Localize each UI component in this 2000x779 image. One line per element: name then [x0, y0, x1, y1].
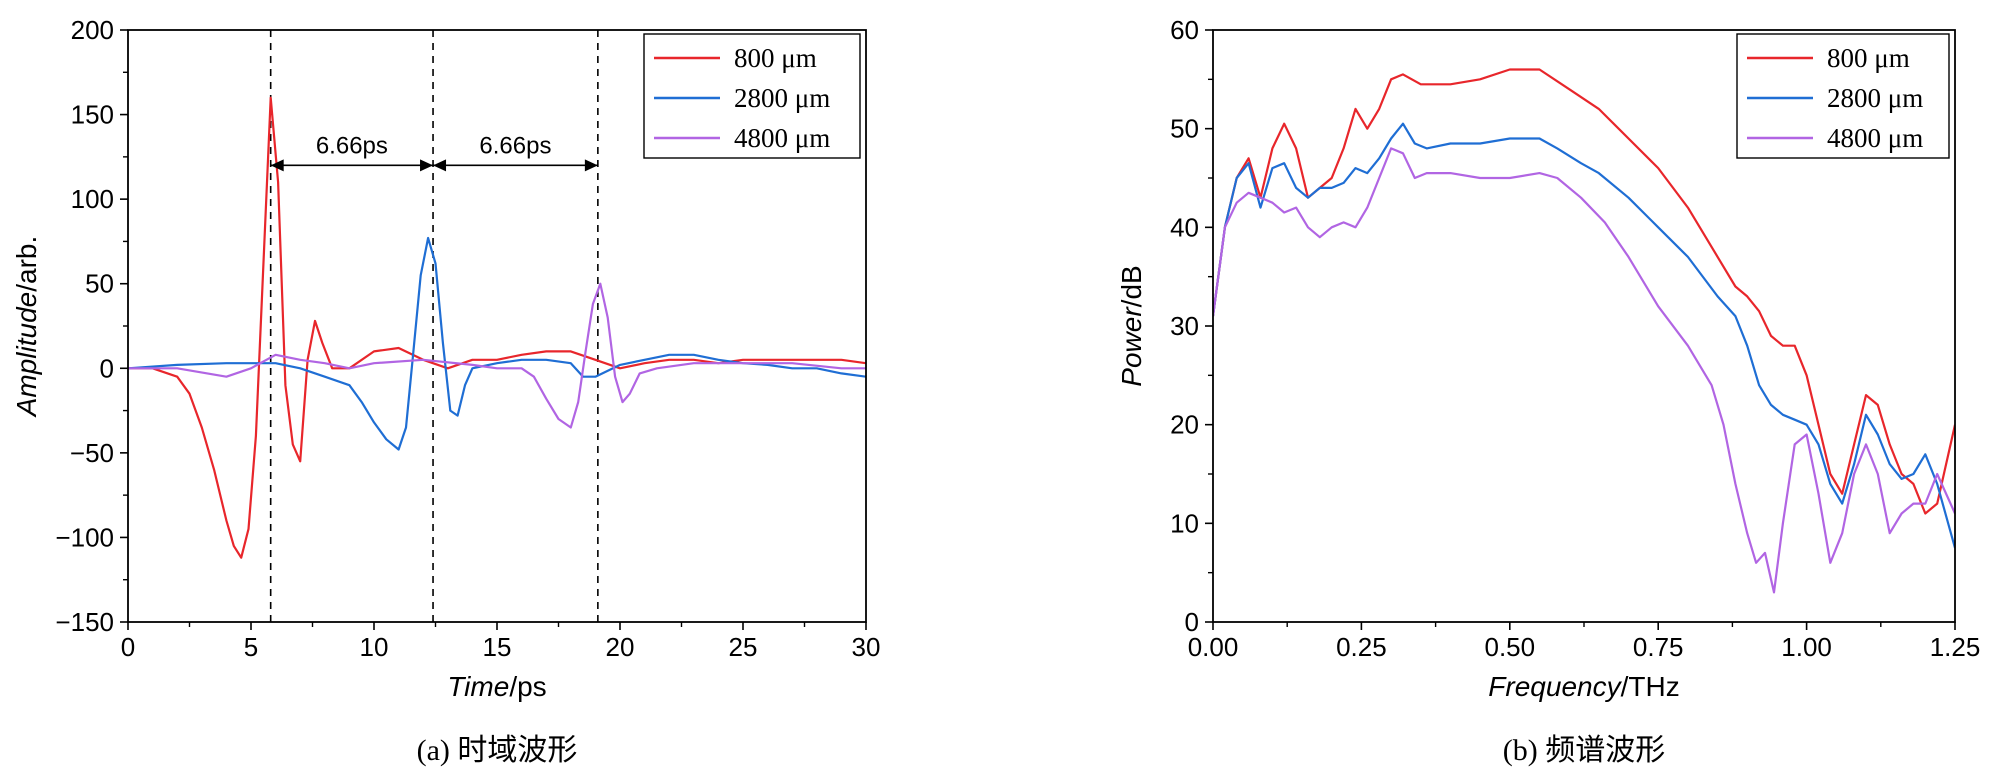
arrow-head	[584, 159, 598, 172]
x-tick-label: 15	[483, 632, 512, 662]
x-axis-label-unit: /THz	[1621, 671, 1680, 702]
y-tick-label: 150	[71, 100, 114, 130]
panel-caption: (b) 频谱波形	[1503, 734, 1665, 767]
x-tick-label: 0	[121, 632, 135, 662]
y-axis-label-unit: /dB	[1116, 265, 1147, 307]
y-tick-label: 0	[100, 353, 114, 383]
panel-b-spectrum-chart: 0.00 0.25 0.50 0.75 1.00 1.25 0 10 20 30 40 50 60 Fre…	[1116, 15, 1980, 767]
arrow-head	[270, 159, 284, 172]
x-axis-label-quantity: Time	[447, 671, 509, 702]
y-tick-label: 50	[85, 269, 114, 299]
interval-label: 6.66ps	[316, 132, 388, 159]
y-tick-label: −150	[55, 607, 114, 637]
y-axis-label-unit: /arb.	[11, 236, 42, 292]
x-axis-label-unit: /ps	[509, 671, 546, 702]
y-tick-label: 10	[1170, 508, 1199, 538]
x-axis-label: Frequency/THz	[1488, 671, 1679, 702]
y-tick-label: 30	[1170, 311, 1199, 341]
legend-label-1: 2800 μm	[734, 83, 830, 113]
x-tick-label: 20	[606, 632, 635, 662]
y-axis-label: Power/dB	[1116, 265, 1147, 386]
y-tick-label: −50	[70, 438, 114, 468]
y-tick-label: 40	[1170, 212, 1199, 242]
legend-label-2: 4800 μm	[1827, 123, 1923, 153]
panel-a-time-domain-chart: 6.66ps 6.66ps 0 5 10 15 20 25 30 −150 −100 −50 0 50 10…	[11, 15, 880, 767]
series-line-0	[1213, 68, 1955, 515]
y-tick-label: 20	[1170, 410, 1199, 440]
legend-label-2: 4800 μm	[734, 123, 830, 153]
y-tick-label: −100	[55, 522, 114, 552]
arrow-head	[420, 159, 434, 172]
interval-label: 6.66ps	[479, 132, 551, 159]
series-line-2	[1213, 147, 1955, 594]
x-tick-label: 10	[360, 632, 389, 662]
y-tick-label: 200	[71, 15, 114, 45]
x-tick-label: 0.50	[1484, 632, 1535, 662]
series-line-2	[128, 282, 866, 429]
legend-label-1: 2800 μm	[1827, 83, 1923, 113]
x-axis-label: Time/ps	[447, 671, 546, 702]
y-tick-label: 60	[1170, 15, 1199, 45]
x-axis-label-quantity: Frequency	[1488, 671, 1622, 702]
y-tick-label: 100	[71, 184, 114, 214]
series-line-0	[128, 96, 866, 559]
y-axis-label: Amplitude/arb.	[11, 236, 42, 419]
x-tick-label: 1.00	[1781, 632, 1832, 662]
y-axis-label-quantity: Amplitude	[11, 292, 42, 419]
arrow-head	[433, 159, 447, 172]
y-axis-label-quantity: Power	[1116, 306, 1147, 387]
x-tick-label: 30	[852, 632, 881, 662]
legend-label-0: 800 μm	[1827, 43, 1910, 73]
y-tick-label: 50	[1170, 114, 1199, 144]
x-tick-label: 25	[729, 632, 758, 662]
panel-caption: (a) 时域波形	[417, 734, 578, 767]
series-line-1	[1213, 122, 1955, 549]
x-tick-label: 1.25	[1930, 632, 1981, 662]
x-tick-label: 0.00	[1188, 632, 1239, 662]
x-tick-label: 0.25	[1336, 632, 1387, 662]
legend: 800 μm 2800 μm 4800 μm	[643, 33, 861, 159]
series-line-1	[128, 236, 866, 451]
legend: 800 μm 2800 μm 4800 μm	[1736, 33, 1950, 159]
x-tick-label: 0.75	[1633, 632, 1684, 662]
x-tick-label: 5	[244, 632, 258, 662]
legend-label-0: 800 μm	[734, 43, 817, 73]
y-tick-label: 0	[1185, 607, 1199, 637]
